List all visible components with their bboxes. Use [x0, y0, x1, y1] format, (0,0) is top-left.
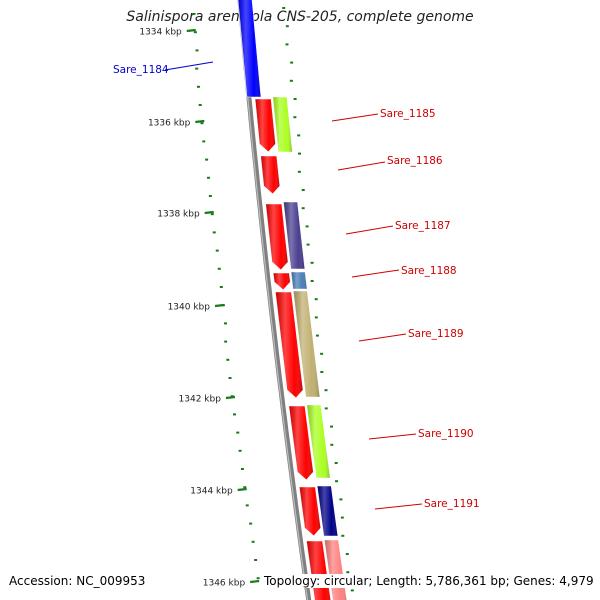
- callout-label: Sare_1184: [113, 64, 169, 76]
- gene-sare-1184: [237, 0, 262, 98]
- callout-line: [331, 113, 379, 122]
- callout-label: Sare_1186: [387, 155, 443, 167]
- accession-label: Accession: NC_009953: [9, 574, 146, 588]
- genome-summary: Topology: circular; Length: 5,786,361 bp…: [262, 574, 594, 588]
- kbp-tick-label: 1344 kbp: [190, 487, 233, 497]
- kbp-tick-label: 1342 kbp: [179, 395, 222, 405]
- gene-sare-1188b: [290, 271, 308, 290]
- kbp-tick-mark: [186, 28, 196, 33]
- kbp-tick-mark: [204, 210, 214, 215]
- gene-callouts: Sare_1184 Sare_1185 Sare_1186 Sare_1187 Sare…: [113, 61, 480, 510]
- callout-line: [337, 161, 386, 171]
- gene-sare-1189b: [292, 290, 321, 398]
- map-title: Salinispora arenicola CNS-205, complete …: [126, 9, 474, 25]
- callout-label: Sare_1190: [418, 428, 474, 440]
- kbp-tick-label: 1338 kbp: [157, 210, 200, 220]
- gene-sare-1189: [275, 291, 304, 399]
- callout-label: Sare_1188: [401, 265, 457, 277]
- callout-line: [351, 269, 400, 278]
- gene-sare-1187b: [283, 201, 306, 270]
- callout-line: [345, 225, 394, 235]
- genes: [237, 0, 348, 600]
- kbp-tick-label: 1336 kbp: [148, 119, 191, 129]
- gene-sare-1190: [288, 405, 314, 481]
- callout-label: Sare_1191: [424, 498, 480, 510]
- kbp-tick-mark: [195, 119, 205, 124]
- callout-line: [358, 333, 407, 342]
- callout-label: Sare_1185: [380, 108, 436, 120]
- callout-line: [374, 503, 423, 510]
- gene-sare-1186: [260, 155, 281, 195]
- gene-sare-1187: [265, 203, 289, 271]
- kbp-tick-mark: [250, 579, 260, 584]
- callout-line: [164, 61, 214, 71]
- gene-sare-1191: [298, 486, 322, 537]
- gene-sare-1185: [254, 98, 276, 153]
- callout-label: Sare_1187: [395, 220, 451, 232]
- callout-line: [368, 433, 417, 440]
- gene-sare-1185b: [272, 96, 293, 153]
- kbp-tick-label: 1346 kbp: [203, 579, 246, 589]
- gene-sare-1190b: [306, 404, 331, 479]
- gc-skew-dots: [192, 7, 354, 592]
- kbp-tick-label: 1334 kbp: [139, 28, 182, 38]
- callout-label: Sare_1189: [408, 328, 464, 340]
- gene-sare-1191b: [316, 485, 339, 537]
- kbp-ticks: 1334 kbp 1336 kbp 1338 kbp 1340 kbp 1342 kbp…: [139, 28, 260, 589]
- kbp-tick-mark: [237, 487, 247, 492]
- kbp-tick-label: 1340 kbp: [168, 303, 211, 313]
- gene-sare-1188: [272, 272, 291, 291]
